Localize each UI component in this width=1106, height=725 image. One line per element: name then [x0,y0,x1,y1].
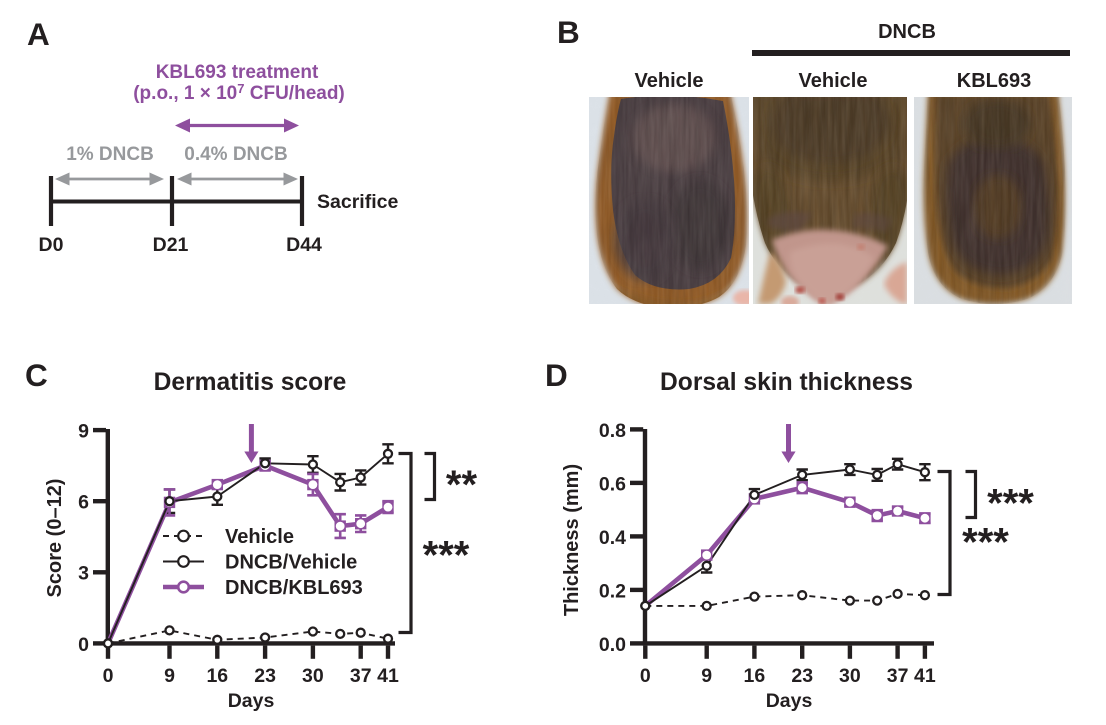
svg-text:16: 16 [206,665,228,687]
svg-text:0.6: 0.6 [599,473,626,495]
svg-text:0.8: 0.8 [599,420,626,442]
svg-text:37: 37 [350,665,372,687]
svg-text:Dorsal skin thickness: Dorsal skin thickness [660,369,913,396]
svg-text:23: 23 [254,665,276,687]
svg-text:1% DNCB: 1% DNCB [66,144,154,165]
svg-text:6: 6 [78,492,89,514]
svg-text:30: 30 [302,665,324,687]
svg-text:9: 9 [164,665,175,687]
svg-text:41: 41 [377,665,399,687]
svg-text:C: C [25,357,48,393]
svg-text:30: 30 [839,665,861,687]
svg-text:Vehicle: Vehicle [635,70,704,92]
svg-text:41: 41 [914,665,936,687]
svg-text:Days: Days [228,690,275,712]
svg-text:Days: Days [766,690,813,712]
svg-text:DNCB/Vehicle: DNCB/Vehicle [225,552,357,574]
svg-text:9: 9 [701,665,712,687]
svg-text:KBL693: KBL693 [957,70,1031,92]
svg-text:D0: D0 [39,234,64,256]
svg-text:37: 37 [887,665,909,687]
svg-text:Vehicle: Vehicle [799,70,868,92]
svg-text:Thickness (mm): Thickness (mm) [561,464,583,616]
svg-text:(p.o., 1 × 107 CFU/head): (p.o., 1 × 107 CFU/head) [133,81,345,104]
svg-text:***: *** [962,521,1009,565]
svg-text:DNCB: DNCB [878,21,936,43]
svg-text:0: 0 [78,634,89,656]
svg-text:Score (0–12): Score (0–12) [44,479,66,598]
svg-text:***: *** [987,482,1034,526]
svg-text:0.0: 0.0 [599,634,626,656]
svg-text:0.2: 0.2 [599,580,626,602]
svg-text:D21: D21 [153,234,189,256]
svg-text:0.4% DNCB: 0.4% DNCB [184,144,287,165]
svg-text:Sacrifice: Sacrifice [317,191,398,213]
svg-text:23: 23 [791,665,813,687]
svg-text:KBL693 treatment: KBL693 treatment [156,62,319,83]
svg-text:D: D [545,357,568,393]
svg-text:D44: D44 [286,234,322,256]
svg-text:Vehicle: Vehicle [225,526,294,548]
svg-text:DNCB/KBL693: DNCB/KBL693 [225,577,363,599]
svg-text:A: A [27,16,50,52]
svg-text:0.4: 0.4 [599,527,626,549]
svg-text:***: *** [423,534,470,578]
svg-text:3: 3 [78,563,89,585]
svg-text:9: 9 [78,421,89,443]
svg-text:16: 16 [744,665,766,687]
svg-text:0: 0 [640,665,651,687]
svg-text:**: ** [446,463,478,507]
svg-text:Dermatitis score: Dermatitis score [154,369,347,396]
svg-text:B: B [557,14,580,50]
svg-text:0: 0 [103,665,114,687]
